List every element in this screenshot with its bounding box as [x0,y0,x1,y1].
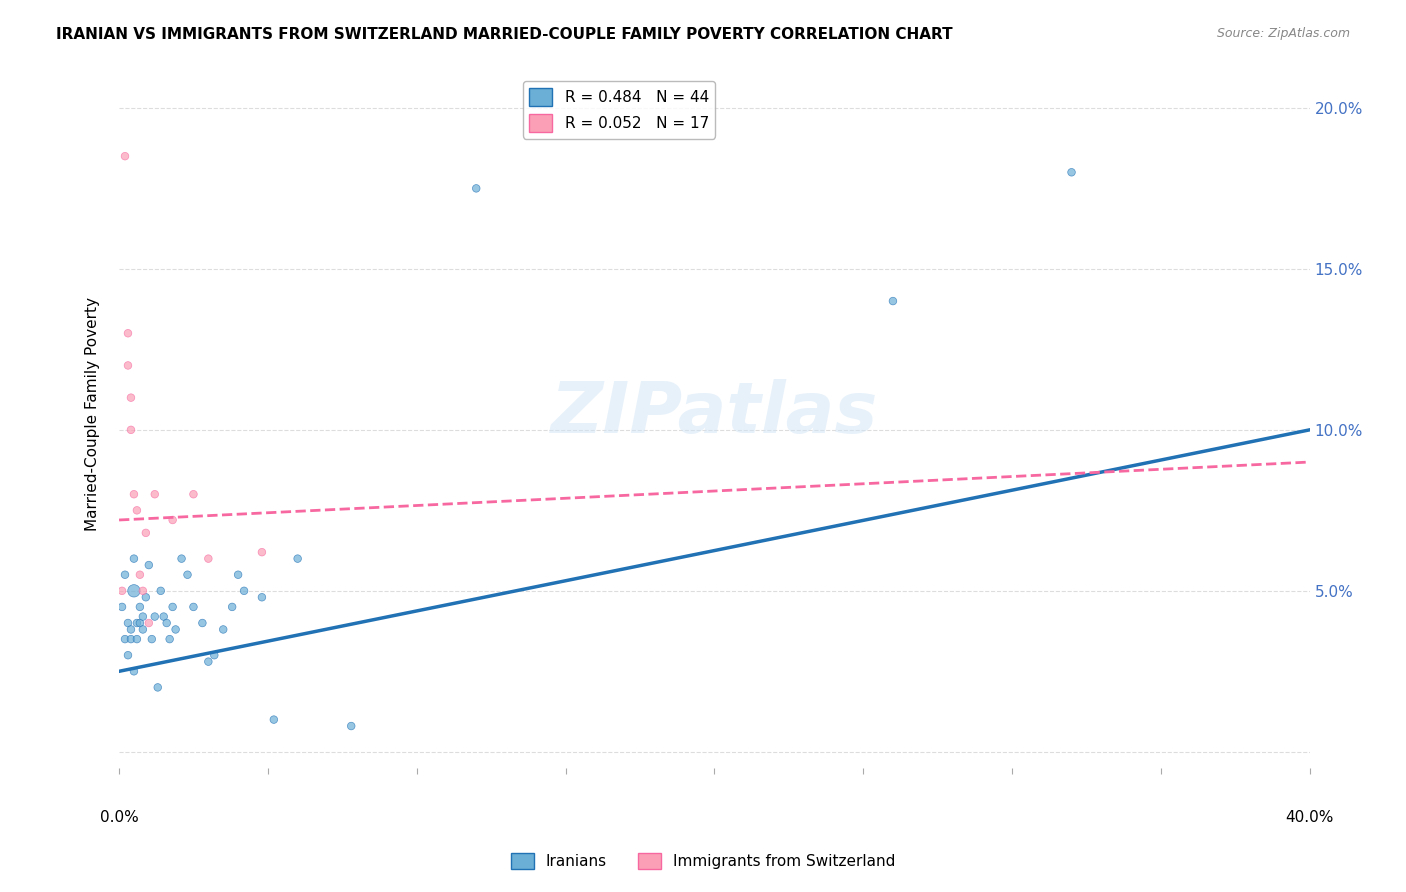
Point [117,615,139,630]
Legend: R = 0.484   N = 44, R = 0.052   N = 17: R = 0.484 N = 44, R = 0.052 N = 17 [523,81,714,138]
Point [176,567,198,582]
Point [128,615,150,630]
Point [132,609,155,624]
Point [117,326,139,341]
Point [122,665,145,679]
Point [125,503,148,517]
Point [128,599,150,614]
Point [250,591,273,605]
Point [882,294,904,309]
Point [138,615,160,630]
Text: 0.0%: 0.0% [100,810,138,825]
Legend: Iranians, Immigrants from Switzerland: Iranians, Immigrants from Switzerland [505,847,901,875]
Point [162,513,184,527]
Point [221,599,243,614]
Point [197,551,219,566]
Point [122,487,145,501]
Point [135,591,157,605]
Point [111,599,134,614]
Point [120,423,142,437]
Point [197,655,219,669]
Text: IRANIAN VS IMMIGRANTS FROM SWITZERLAND MARRIED-COUPLE FAMILY POVERTY CORRELATION: IRANIAN VS IMMIGRANTS FROM SWITZERLAND M… [56,27,953,42]
Point [156,615,179,630]
Point [138,558,160,572]
Point [122,551,145,566]
Point [120,632,142,646]
Point [287,551,309,566]
Point [135,525,157,540]
Point [152,609,174,624]
Point [141,632,163,646]
Point [183,599,205,614]
Text: Source: ZipAtlas.com: Source: ZipAtlas.com [1216,27,1350,40]
Point [183,487,205,501]
Point [146,681,169,695]
Point [233,583,256,598]
Point [117,359,139,373]
Point [149,583,172,598]
Point [120,623,142,637]
Point [162,599,184,614]
Point [159,632,181,646]
Text: 40.0%: 40.0% [1285,810,1334,825]
Point [128,567,150,582]
Point [143,487,166,501]
Point [125,632,148,646]
Point [465,181,488,195]
Point [132,583,155,598]
Point [250,545,273,559]
Point [340,719,363,733]
Point [263,713,285,727]
Point [114,632,136,646]
Point [125,615,148,630]
Y-axis label: Married-Couple Family Poverty: Married-Couple Family Poverty [86,297,100,531]
Point [117,648,139,663]
Point [170,551,193,566]
Point [111,583,134,598]
Point [202,648,225,663]
Point [143,609,166,624]
Point [114,149,136,163]
Point [114,567,136,582]
Point [120,391,142,405]
Point [226,567,249,582]
Point [122,583,145,598]
Point [212,623,235,637]
Text: ZIPatlas: ZIPatlas [551,379,877,449]
Point [132,623,155,637]
Point [1060,165,1083,179]
Point [165,623,187,637]
Point [191,615,214,630]
